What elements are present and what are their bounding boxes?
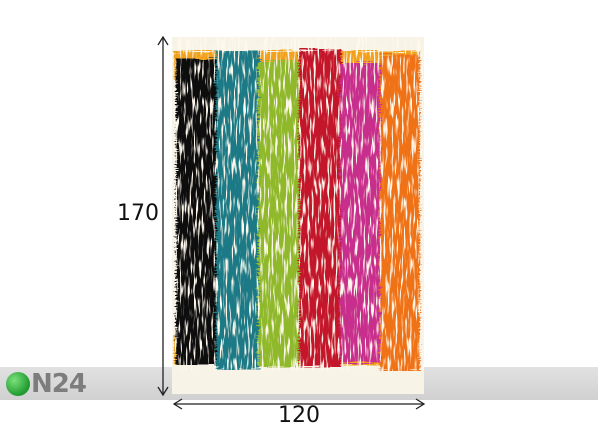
height-label: 170 xyxy=(117,201,159,226)
rug-bottom-fringe xyxy=(172,371,424,394)
logo-text: N24 xyxy=(31,369,87,399)
green-circle-icon xyxy=(6,372,30,396)
width-label: 120 xyxy=(278,403,320,428)
rug-wear-specks xyxy=(172,37,424,394)
rug-image xyxy=(172,37,424,394)
height-dimension-arrow xyxy=(157,35,169,397)
width-dimension-arrow xyxy=(172,398,426,410)
rug-drawing xyxy=(172,37,424,394)
watermark-logo: N24 xyxy=(6,369,87,399)
